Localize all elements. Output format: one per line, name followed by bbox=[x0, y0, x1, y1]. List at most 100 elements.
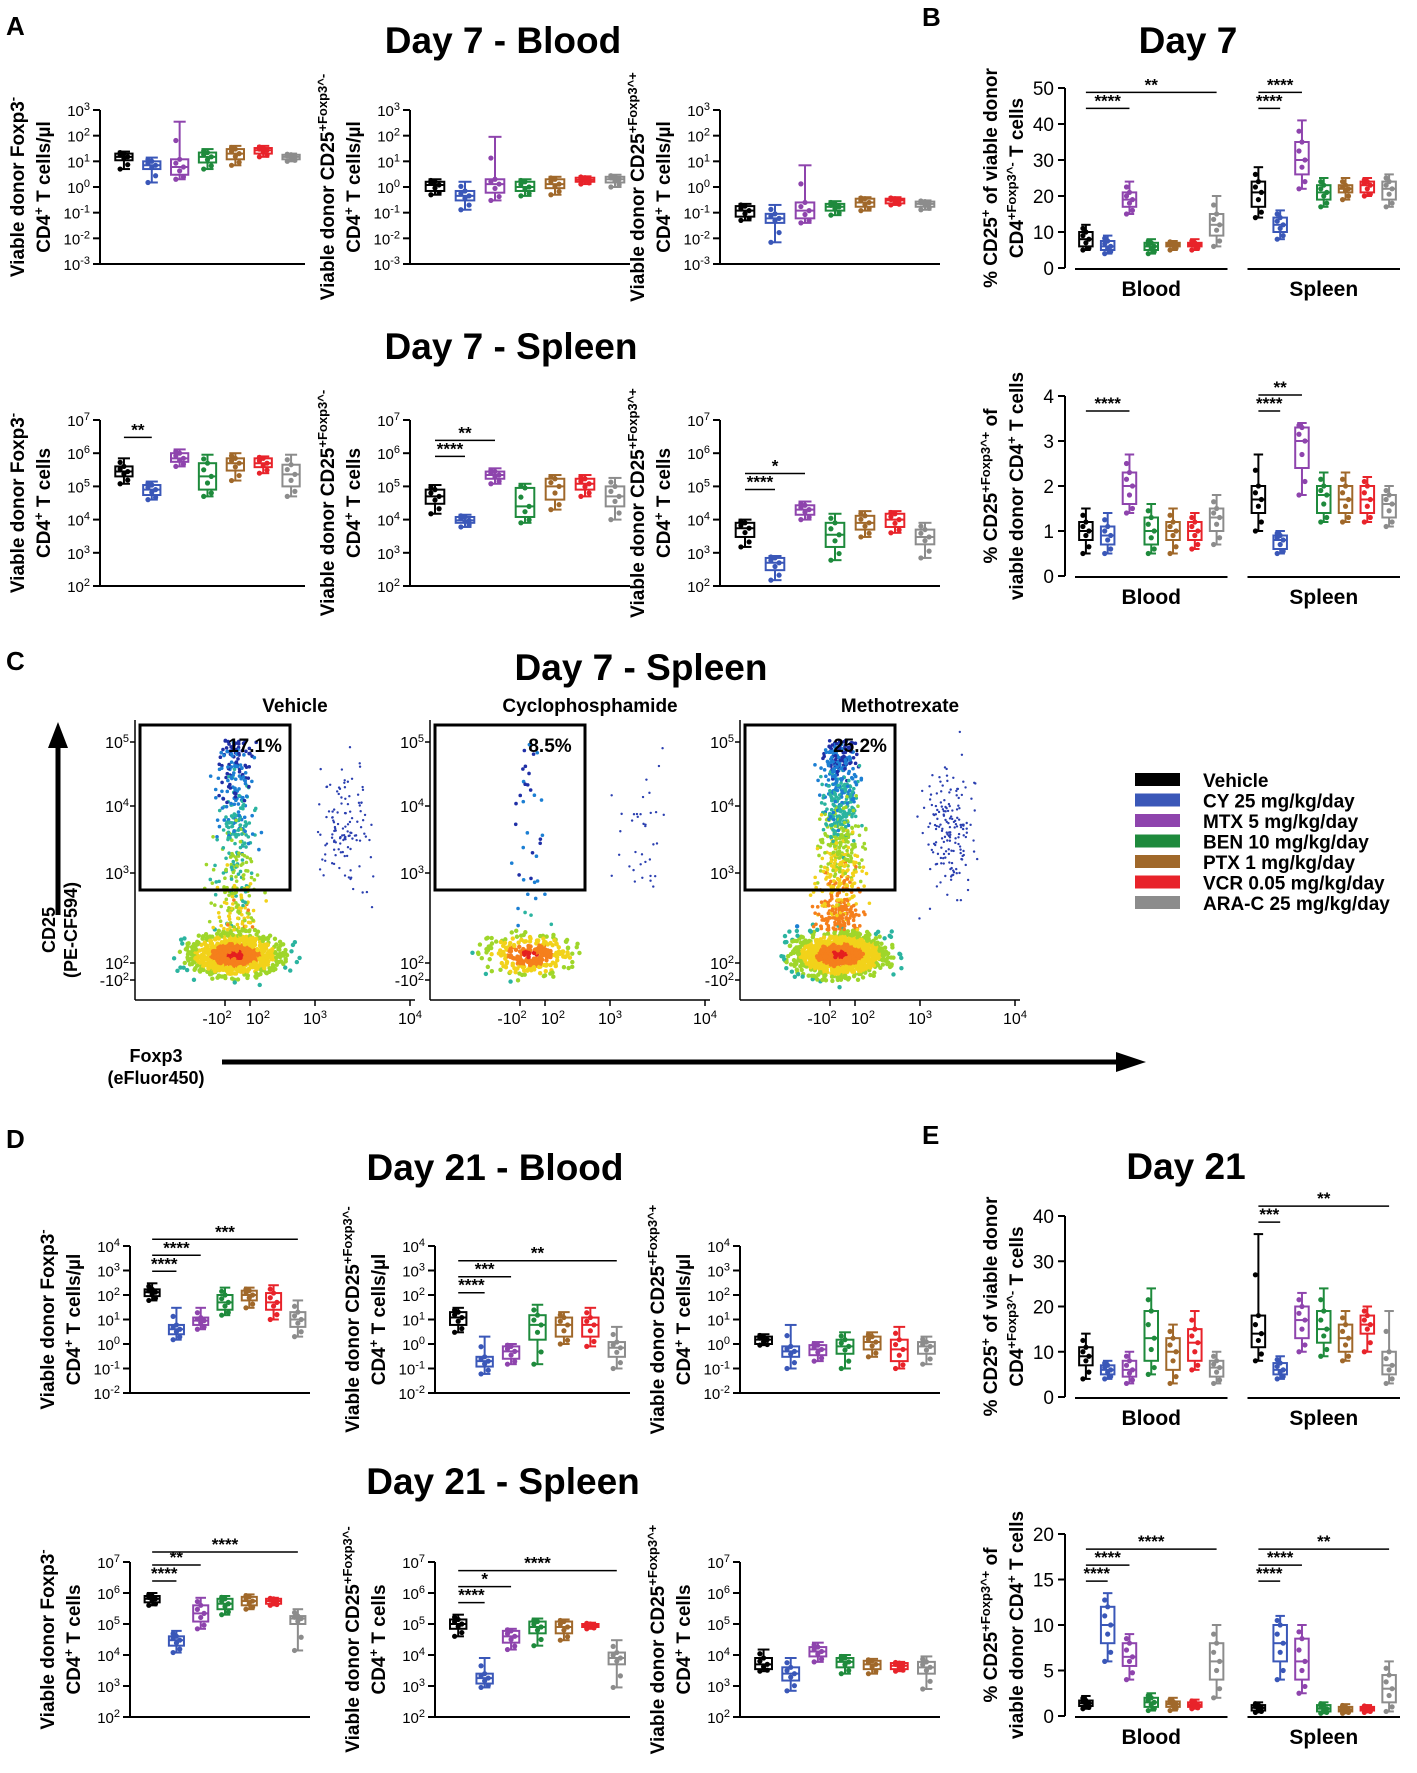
flow-event bbox=[513, 822, 518, 827]
flow-density-cloud bbox=[470, 742, 665, 984]
flow-event bbox=[510, 961, 515, 966]
flow-event bbox=[207, 970, 212, 975]
box-plot bbox=[142, 156, 162, 186]
flow-event bbox=[344, 797, 347, 801]
data-point bbox=[1339, 1702, 1346, 1709]
data-point bbox=[869, 1343, 875, 1349]
flow-event bbox=[348, 834, 351, 837]
flow-event bbox=[228, 925, 232, 930]
data-point bbox=[757, 1342, 763, 1348]
flow-event bbox=[223, 965, 229, 971]
data-point bbox=[900, 1663, 906, 1669]
data-point bbox=[926, 534, 932, 540]
flow-event bbox=[630, 819, 634, 822]
data-point bbox=[1364, 483, 1370, 489]
data-point bbox=[608, 517, 614, 523]
box-plot bbox=[854, 510, 876, 540]
flow-event bbox=[843, 973, 848, 978]
data-point bbox=[811, 1358, 817, 1364]
data-point bbox=[1258, 519, 1264, 525]
flow-event bbox=[528, 936, 533, 941]
flow-y-tick-label: 103 bbox=[710, 864, 734, 883]
flow-event bbox=[276, 959, 282, 965]
data-point bbox=[1216, 1364, 1223, 1371]
data-point bbox=[1339, 179, 1346, 185]
data-point bbox=[1383, 1708, 1389, 1715]
data-point bbox=[194, 1326, 201, 1332]
flow-event bbox=[240, 858, 245, 862]
flow-event bbox=[194, 963, 200, 968]
y-axis-label-line: CD4+ T cells bbox=[31, 448, 56, 558]
flow-event bbox=[222, 953, 227, 959]
y-tick-label: 10 bbox=[1033, 1616, 1054, 1637]
data-point bbox=[1274, 211, 1280, 217]
flow-event bbox=[182, 936, 187, 941]
flow-event bbox=[244, 845, 248, 849]
flow-event bbox=[235, 922, 240, 927]
flow-event bbox=[533, 947, 538, 952]
data-point bbox=[1167, 550, 1173, 557]
data-point bbox=[892, 1659, 899, 1666]
flow-event bbox=[341, 834, 344, 837]
data-point bbox=[1083, 1344, 1089, 1350]
box-plot bbox=[1337, 471, 1354, 525]
y-tick-label: 10-2 bbox=[399, 1384, 425, 1403]
data-point bbox=[492, 468, 498, 475]
data-point bbox=[1211, 1649, 1217, 1655]
data-point bbox=[1386, 1349, 1392, 1355]
flow-event bbox=[513, 947, 519, 953]
data-point bbox=[236, 151, 242, 157]
flow-event bbox=[244, 794, 249, 799]
data-point bbox=[742, 203, 748, 209]
data-point bbox=[1170, 1335, 1176, 1341]
flow-event bbox=[215, 837, 219, 842]
data-point bbox=[264, 147, 270, 153]
flow-event bbox=[192, 967, 197, 972]
data-point bbox=[180, 461, 187, 467]
significance-label: **** bbox=[163, 1238, 190, 1257]
data-point bbox=[117, 466, 123, 472]
flow-x-tick-label: 102 bbox=[541, 1009, 565, 1028]
box-plot bbox=[253, 144, 273, 160]
y-tick-label: 104 bbox=[707, 1237, 730, 1256]
flow-event bbox=[244, 749, 248, 754]
y-axis-label-line: Viable donor CD25+Foxp3^+ bbox=[645, 1204, 670, 1434]
data-point bbox=[1129, 1670, 1136, 1676]
data-point bbox=[1386, 492, 1392, 498]
data-point bbox=[616, 510, 622, 516]
data-point bbox=[194, 1626, 201, 1632]
data-point bbox=[284, 158, 290, 164]
data-point bbox=[557, 1318, 563, 1324]
data-point bbox=[838, 1671, 844, 1677]
data-point bbox=[236, 460, 242, 466]
flow-event bbox=[235, 959, 240, 965]
data-point bbox=[832, 538, 838, 544]
flow-event bbox=[331, 833, 334, 836]
data-point bbox=[918, 530, 924, 536]
data-point bbox=[1321, 483, 1327, 489]
data-point bbox=[923, 1339, 930, 1345]
flow-event bbox=[217, 767, 222, 772]
data-point bbox=[742, 520, 748, 526]
data-point bbox=[267, 1286, 273, 1292]
data-point bbox=[462, 195, 468, 201]
flow-event bbox=[222, 940, 228, 945]
data-point bbox=[768, 206, 774, 212]
box-plot bbox=[114, 457, 134, 487]
data-point bbox=[173, 448, 179, 454]
data-point bbox=[249, 1301, 256, 1307]
data-point bbox=[548, 175, 554, 181]
flow-event bbox=[288, 968, 293, 973]
data-point bbox=[865, 1336, 872, 1342]
flow-y-tick-label: -102 bbox=[705, 971, 734, 990]
data-point bbox=[1189, 1317, 1195, 1323]
data-point bbox=[1105, 1604, 1111, 1610]
significance-label: ** bbox=[1317, 1189, 1331, 1208]
flow-event bbox=[899, 955, 904, 961]
flow-event bbox=[354, 834, 358, 837]
data-point bbox=[1195, 1340, 1201, 1346]
data-point bbox=[818, 1656, 825, 1662]
data-point bbox=[459, 1621, 465, 1627]
flow-event bbox=[855, 977, 861, 982]
y-axis-label-line: Viable donor Foxp3- bbox=[5, 97, 30, 277]
